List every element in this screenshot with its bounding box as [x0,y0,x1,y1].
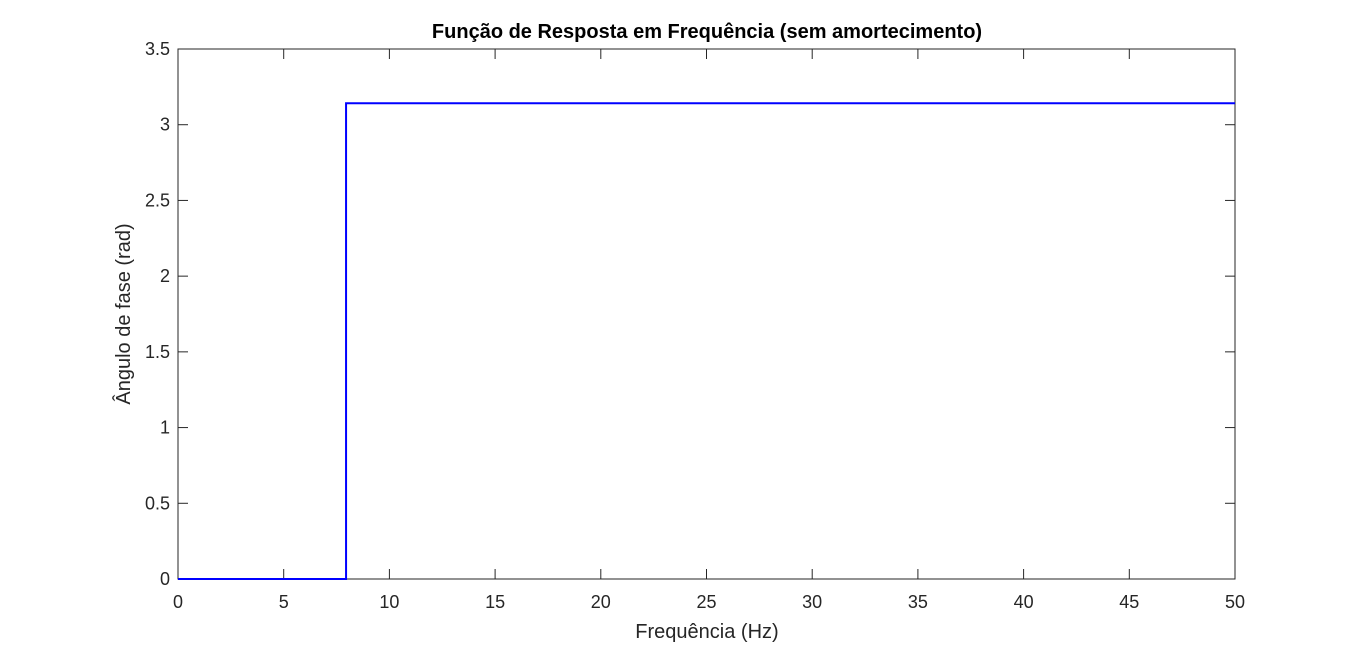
y-tick-label: 0 [160,569,170,589]
x-tick-label: 10 [379,592,399,612]
y-tick-label: 3.5 [145,39,170,59]
y-axis-label: Ângulo de fase (rad) [112,223,135,404]
x-tick-label: 5 [279,592,289,612]
y-axis: 0 0.5 1 1.5 2 2.5 3 3.5 [145,39,1235,589]
x-tick-label: 35 [908,592,928,612]
y-tick-label: 2.5 [145,190,170,210]
x-tick-label: 0 [173,592,183,612]
x-tick-label: 45 [1119,592,1139,612]
phase-series-line [178,102,1235,580]
y-tick-label: 0.5 [145,493,170,513]
chart-title: Função de Resposta em Frequência (sem am… [432,21,982,43]
x-axis: 0 5 10 15 20 25 30 35 40 45 50 [173,49,1245,612]
x-tick-label: 40 [1014,592,1034,612]
x-tick-label: 20 [591,592,611,612]
y-tick-label: 1 [160,418,170,438]
x-tick-label: 15 [485,592,505,612]
y-tick-label: 2 [160,266,170,286]
plot-area [177,48,1236,580]
x-tick-label: 30 [802,592,822,612]
y-tick-label: 1.5 [145,342,170,362]
series-layer [178,102,1235,580]
y-tick-label: 3 [160,115,170,135]
x-tick-label: 50 [1225,592,1245,612]
x-tick-label: 25 [696,592,716,612]
x-axis-label: Frequência (Hz) [635,621,778,643]
